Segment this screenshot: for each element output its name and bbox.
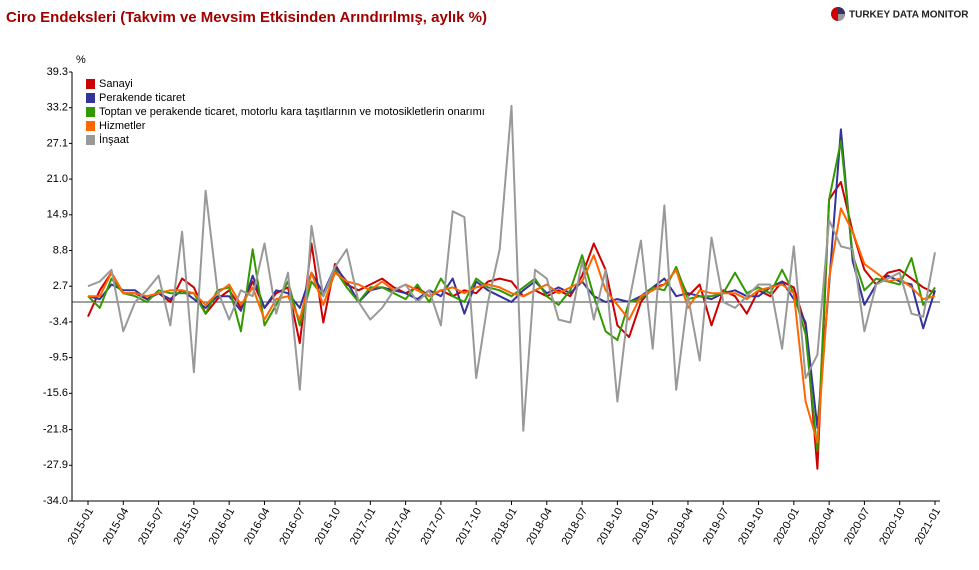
x-tick-label: 2015-07 bbox=[136, 506, 167, 547]
x-tick-label: 2020-07 bbox=[842, 506, 873, 547]
x-tick-label: 2018-01 bbox=[489, 506, 520, 547]
y-tick-label: 14.9 bbox=[47, 209, 68, 221]
x-tick-label: 2017-10 bbox=[454, 506, 485, 547]
x-tick-label: 2018-10 bbox=[595, 506, 626, 547]
legend-swatch bbox=[86, 135, 95, 145]
y-tick-label: -15.6 bbox=[43, 387, 68, 399]
legend-swatch bbox=[86, 121, 95, 131]
x-tick-label: 2019-01 bbox=[630, 506, 661, 547]
logo-icon-part bbox=[838, 7, 845, 14]
y-tick-label: 2.7 bbox=[53, 280, 68, 292]
legend-label: Perakende ticaret bbox=[99, 92, 185, 104]
x-tick-label: 2017-01 bbox=[348, 506, 379, 547]
logo-icon-part bbox=[838, 14, 845, 21]
legend-swatch bbox=[86, 79, 95, 89]
legend-swatch bbox=[86, 93, 95, 103]
chart-title: Ciro Endeksleri (Takvim ve Mevsim Etkisi… bbox=[6, 9, 487, 26]
x-tick-label: 2017-07 bbox=[418, 506, 449, 547]
y-axis-label: % bbox=[76, 54, 86, 66]
y-tick-label: 8.8 bbox=[53, 244, 68, 256]
y-tick-label: 27.1 bbox=[47, 137, 68, 149]
y-tick-label: 33.2 bbox=[47, 102, 68, 114]
y-tick-label: -21.8 bbox=[43, 424, 68, 436]
y-tick-label: 21.0 bbox=[47, 173, 68, 185]
y-tick-label: -34.0 bbox=[43, 495, 68, 507]
legend-label: Sanayi bbox=[99, 78, 133, 90]
x-tick-label: 2015-04 bbox=[101, 506, 132, 547]
x-tick-label: 2019-10 bbox=[736, 506, 767, 547]
series-line bbox=[87, 104, 936, 432]
x-tick-label: 2016-07 bbox=[277, 506, 308, 547]
legend-swatch bbox=[86, 107, 95, 117]
x-tick-label: 2020-04 bbox=[807, 506, 838, 547]
x-tick-label: 2019-04 bbox=[665, 506, 696, 547]
y-tick-label: -3.4 bbox=[49, 316, 68, 328]
x-tick-label: 2015-10 bbox=[171, 506, 202, 547]
x-tick-label: 2016-01 bbox=[207, 506, 238, 547]
x-tick-label: 2016-04 bbox=[242, 506, 273, 547]
y-tick-label: -27.9 bbox=[43, 459, 68, 471]
series-line bbox=[88, 207, 936, 444]
x-tick-label: 2016-10 bbox=[313, 506, 344, 547]
x-tick-label: 2018-04 bbox=[524, 506, 555, 547]
x-tick-label: 2018-07 bbox=[560, 506, 591, 547]
x-tick-label: 2019-07 bbox=[701, 506, 732, 547]
y-tick-label: 39.3 bbox=[47, 66, 68, 78]
logo bbox=[831, 7, 845, 21]
series-line bbox=[87, 181, 936, 470]
x-tick-label: 2017-04 bbox=[383, 506, 414, 547]
legend-label: Toptan ve perakende ticaret, motorlu kar… bbox=[99, 106, 485, 118]
x-tick-label: 2020-10 bbox=[877, 506, 908, 547]
legend-label: Hizmetler bbox=[99, 120, 146, 132]
x-tick-label: 2015-01 bbox=[66, 506, 97, 547]
y-tick-label: -9.5 bbox=[49, 352, 68, 364]
x-tick-label: 2020-01 bbox=[771, 506, 802, 547]
legend-label: İnşaat bbox=[99, 133, 129, 146]
logo-text: TURKEY DATA MONITOR bbox=[849, 10, 969, 21]
x-tick-label: 2021-01 bbox=[913, 506, 944, 547]
